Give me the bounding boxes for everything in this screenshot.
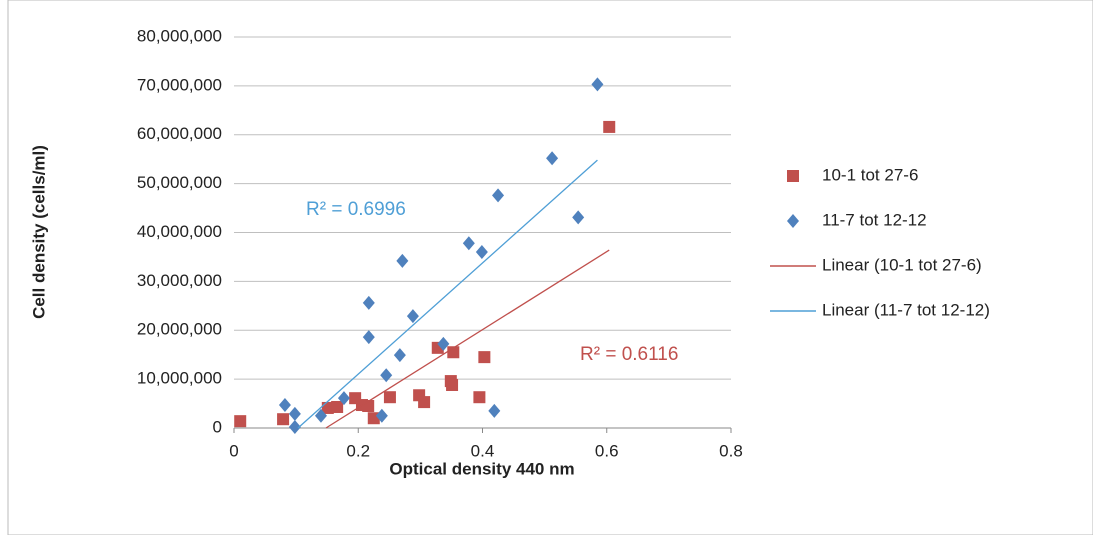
marker-square [787, 170, 799, 182]
marker-square [446, 378, 459, 391]
x-tick-label: 0.8 [719, 441, 743, 460]
marker-diamond [393, 348, 406, 363]
y-tick-label: 20,000,000 [137, 320, 222, 339]
chart-frame [7, 0, 1093, 536]
legend-label: Linear (10-1 tot 27-6) [822, 255, 982, 274]
marker-diamond [591, 77, 604, 92]
x-tick-label: 0.2 [346, 441, 370, 460]
marker-square [331, 400, 344, 413]
y-tick-label: 50,000,000 [137, 173, 222, 192]
marker-diamond [787, 214, 799, 228]
marker-diamond [488, 403, 501, 418]
marker-diamond [288, 420, 301, 435]
marker-square [277, 413, 290, 426]
legend-label: Linear (11-7 tot 12-12) [822, 300, 990, 319]
trendline [297, 159, 598, 429]
marker-diamond [475, 245, 488, 260]
y-tick-label: 70,000,000 [137, 75, 222, 94]
x-axis-label: Optical density 440 nm [389, 459, 574, 478]
y-axis-label: Cell density (cells/ml) [29, 145, 48, 319]
y-tick-label: 80,000,000 [137, 26, 222, 45]
marker-diamond [462, 236, 475, 251]
marker-square [603, 120, 616, 133]
marker-diamond [362, 295, 375, 310]
marker-diamond [362, 330, 375, 345]
marker-square [383, 391, 396, 404]
x-tick-label: 0.4 [471, 441, 495, 460]
marker-diamond [380, 368, 393, 383]
y-tick-label: 60,000,000 [137, 124, 222, 143]
marker-diamond [278, 398, 291, 413]
marker-square [418, 396, 431, 409]
y-tick-label: 40,000,000 [137, 222, 222, 241]
marker-square [234, 415, 247, 428]
marker-diamond [375, 408, 388, 423]
marker-diamond [546, 151, 559, 166]
legend-label: 10-1 tot 27-6 [822, 165, 918, 184]
marker-diamond [492, 188, 505, 203]
r-squared-label: R² = 0.6116 [580, 344, 678, 365]
marker-square [321, 401, 334, 414]
marker-diamond [288, 406, 301, 421]
trendline [325, 249, 610, 429]
marker-square [478, 351, 491, 364]
marker-diamond [337, 391, 350, 406]
marker-square [473, 391, 486, 404]
x-tick-label: 0 [229, 441, 238, 460]
legend-label: 11-7 tot 12-12 [822, 210, 927, 229]
x-tick-label: 0.6 [595, 441, 619, 460]
y-tick-label: 0 [213, 417, 222, 436]
marker-diamond [572, 210, 585, 225]
r-squared-label: R² = 0.6996 [306, 199, 406, 220]
marker-diamond [406, 309, 419, 324]
marker-diamond [437, 336, 450, 351]
y-tick-label: 30,000,000 [137, 271, 222, 290]
y-tick-label: 10,000,000 [137, 369, 222, 388]
marker-diamond [396, 253, 409, 268]
marker-diamond [314, 408, 327, 423]
